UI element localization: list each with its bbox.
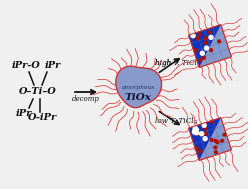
Text: low T, TiCl: low T, TiCl (155, 116, 194, 124)
Text: amorphous: amorphous (122, 85, 155, 91)
Circle shape (204, 37, 207, 40)
Circle shape (199, 59, 202, 62)
Circle shape (210, 49, 213, 51)
Circle shape (202, 123, 206, 127)
Circle shape (204, 132, 207, 135)
Circle shape (214, 146, 217, 149)
Circle shape (193, 129, 197, 133)
Circle shape (195, 147, 198, 150)
Text: O–Ti–O: O–Ti–O (19, 88, 57, 97)
Circle shape (210, 139, 213, 141)
Circle shape (209, 35, 213, 39)
Text: O-iPr: O-iPr (28, 114, 57, 122)
Circle shape (205, 46, 209, 50)
Text: iPr: iPr (16, 109, 32, 119)
Circle shape (223, 133, 226, 136)
Circle shape (194, 128, 198, 132)
Circle shape (200, 51, 204, 55)
Polygon shape (189, 25, 221, 67)
Polygon shape (189, 25, 231, 67)
Circle shape (194, 130, 198, 134)
Polygon shape (189, 118, 221, 160)
Polygon shape (116, 66, 162, 108)
Circle shape (203, 56, 205, 59)
Circle shape (198, 33, 200, 36)
Circle shape (193, 126, 197, 130)
Circle shape (196, 37, 199, 40)
Text: high T, TiCl: high T, TiCl (155, 59, 197, 67)
Text: decomp: decomp (72, 95, 100, 103)
Circle shape (191, 34, 195, 38)
Circle shape (197, 132, 200, 135)
Circle shape (204, 127, 207, 130)
Text: iPr: iPr (45, 61, 61, 70)
Text: iPr-O: iPr-O (12, 61, 40, 70)
Circle shape (208, 31, 211, 34)
Polygon shape (189, 118, 231, 160)
Circle shape (199, 150, 202, 153)
Circle shape (204, 41, 207, 44)
Circle shape (197, 132, 199, 135)
Text: high: high (155, 59, 174, 67)
Circle shape (203, 137, 207, 141)
Circle shape (200, 132, 204, 136)
Circle shape (221, 139, 223, 142)
Circle shape (210, 120, 213, 123)
Circle shape (218, 40, 221, 43)
Circle shape (195, 131, 199, 135)
Text: 4: 4 (199, 64, 202, 68)
Text: 4: 4 (194, 121, 197, 125)
Circle shape (192, 130, 196, 134)
Circle shape (195, 49, 197, 51)
Circle shape (215, 151, 217, 154)
Circle shape (216, 141, 219, 144)
Text: TiOx: TiOx (124, 94, 152, 102)
Circle shape (214, 139, 217, 142)
